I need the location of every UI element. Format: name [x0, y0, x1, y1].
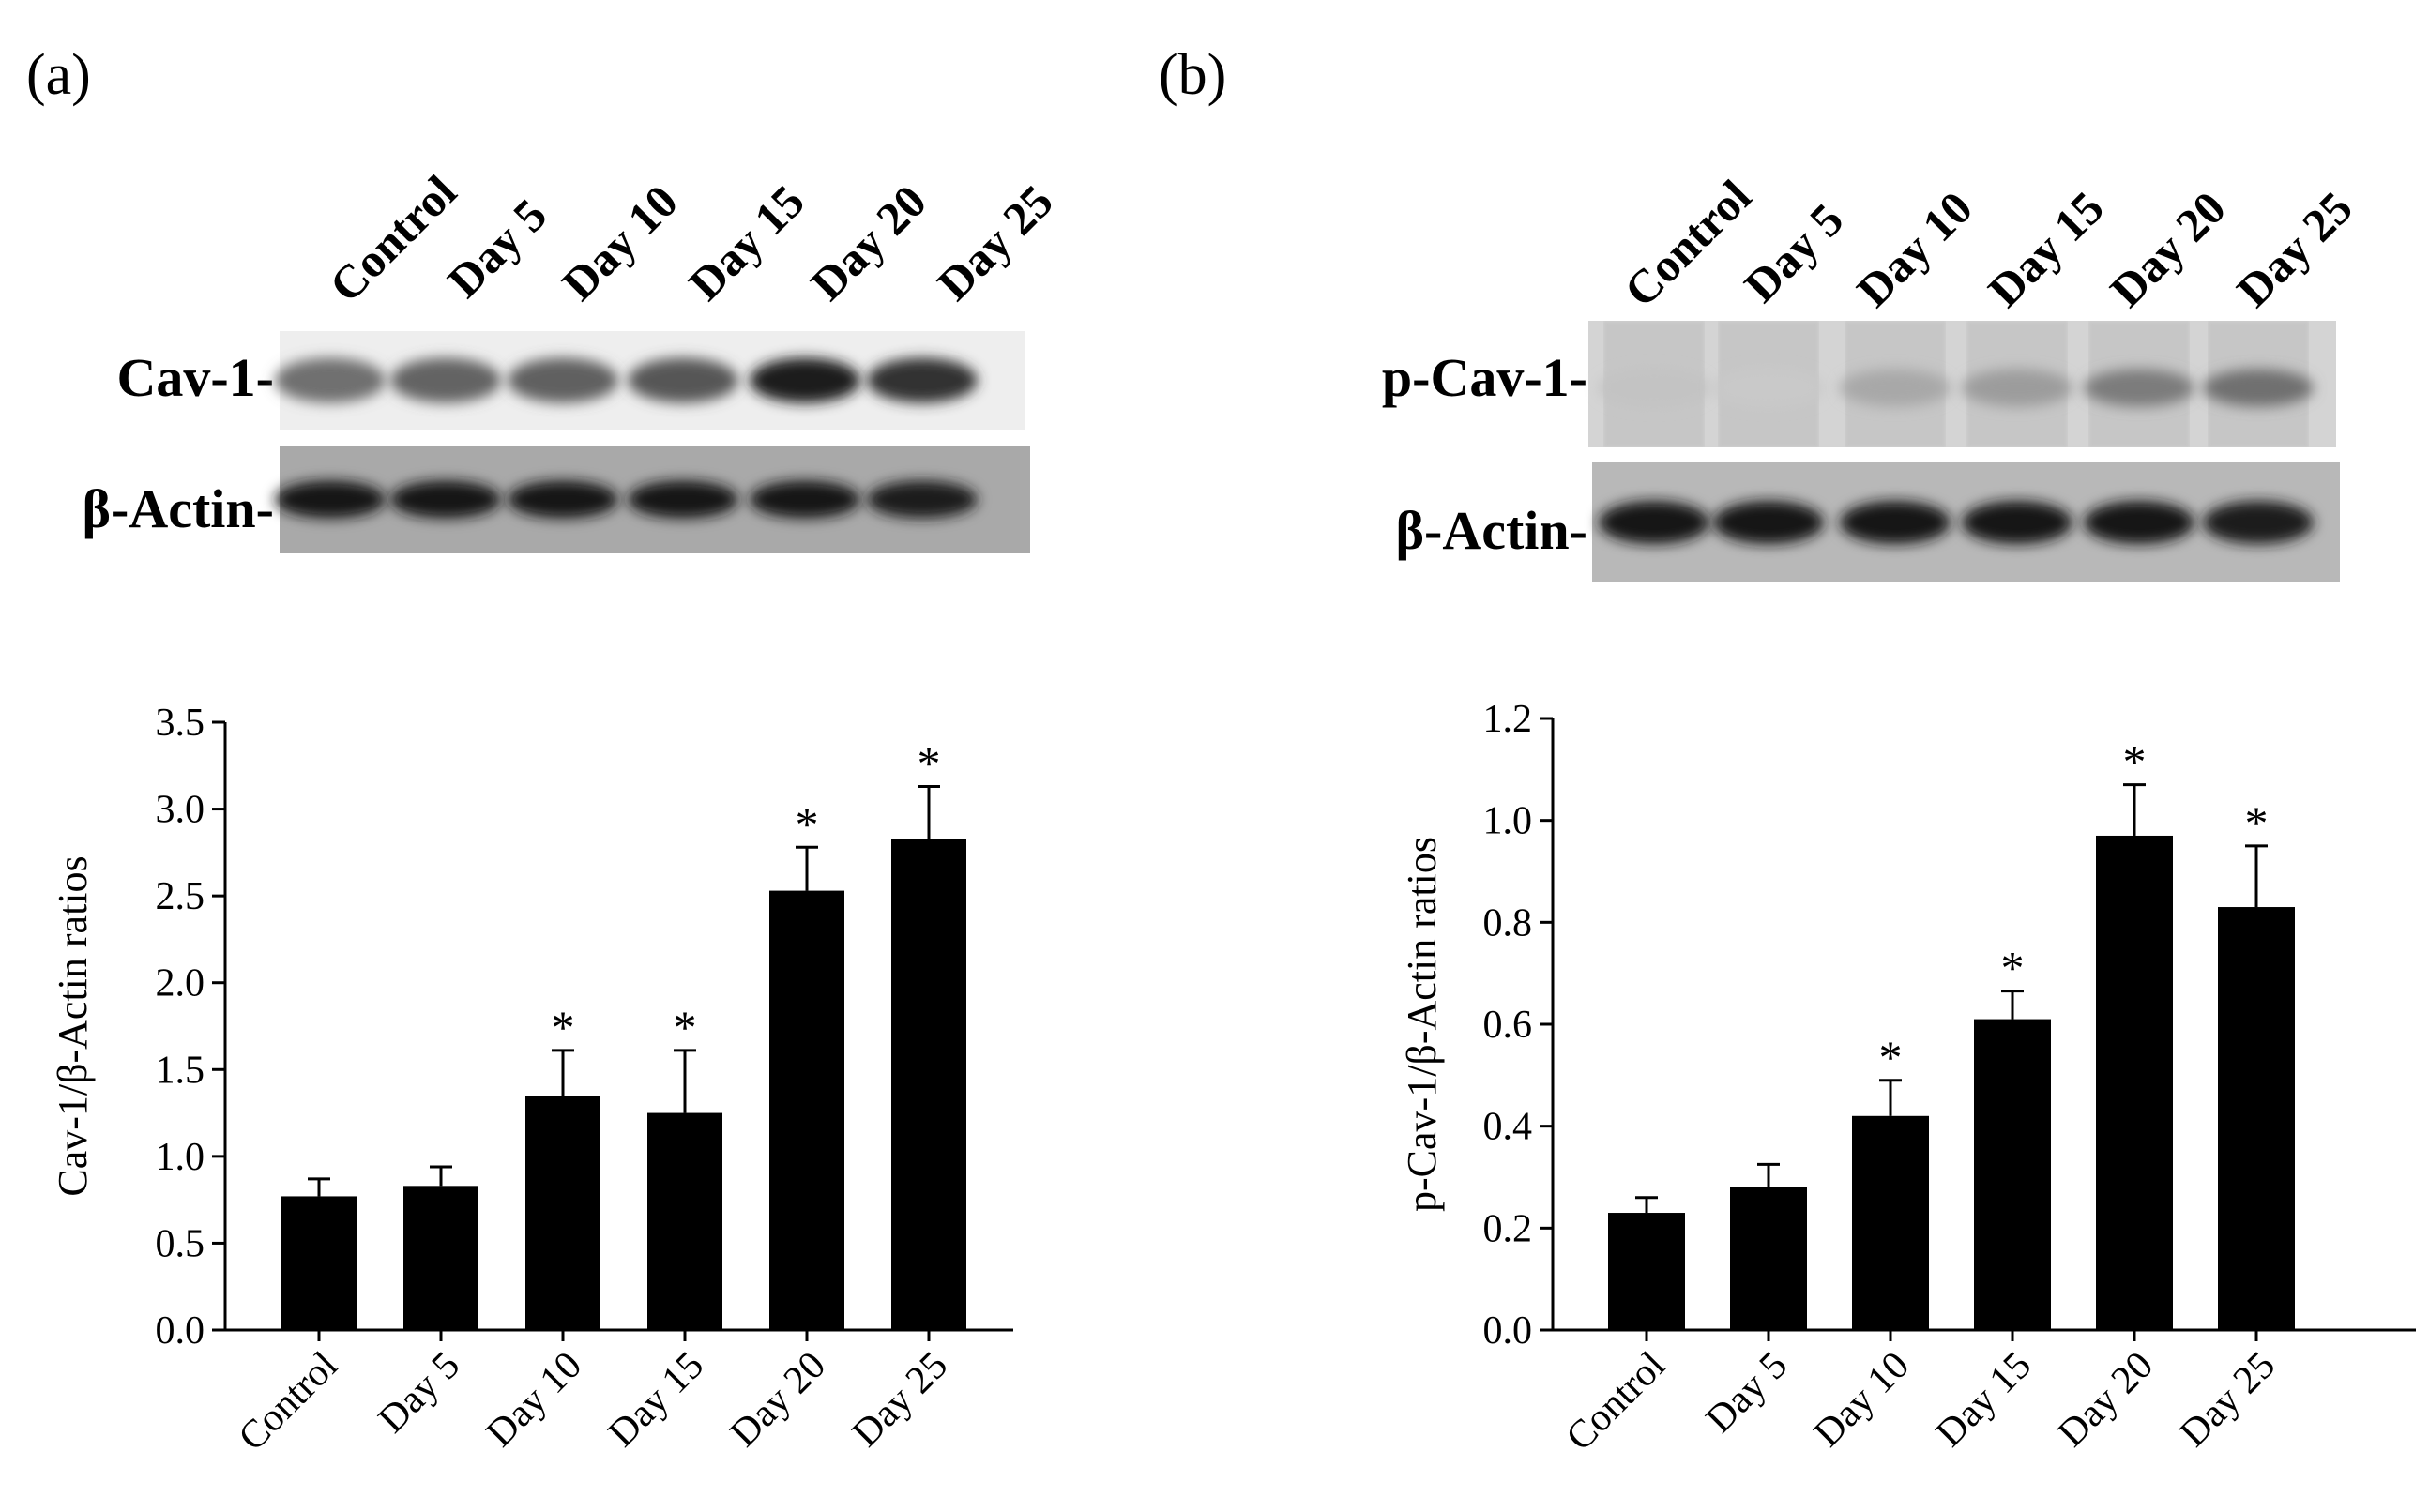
- panel-a-letter: (a): [26, 43, 91, 107]
- panel-a-bar: [281, 1196, 357, 1330]
- panel-b-western-blot: [1588, 321, 2340, 582]
- panel-a-significance-marker: *: [796, 797, 819, 850]
- panel-a-bar: [891, 839, 966, 1330]
- panel-b-blot-band: [1713, 369, 1824, 407]
- panel-b-lane-label: Day 20: [2100, 181, 2236, 317]
- panel-b-significance-marker: *: [2123, 735, 2147, 788]
- panel-b-bar: [1852, 1115, 1929, 1330]
- panel-a-blot-band: [628, 357, 738, 403]
- panel-b-blot-band: [2203, 369, 2314, 407]
- panel-a-blot-band: [508, 357, 618, 403]
- panel-a-x-tick-label: Control: [231, 1344, 346, 1459]
- panel-a-significance-marker: *: [674, 1001, 697, 1053]
- panel-b-x-tick-label: Day 5: [1698, 1344, 1796, 1442]
- panel-a-blot-row-label: β-Actin-: [82, 478, 274, 539]
- panel-b-y-tick-label: 1.2: [1483, 698, 1533, 741]
- panel-a-bar: [403, 1186, 478, 1330]
- panel-b-lane-label: Control: [1614, 170, 1761, 317]
- panel-b-significance-marker: *: [2001, 942, 2025, 994]
- panel-a-x-tick-label: Day 15: [600, 1344, 712, 1456]
- panel-a-y-tick-label: 1.5: [156, 1049, 205, 1092]
- panel-a-y-tick-label: 3.0: [156, 789, 205, 832]
- panel-a-x-tick-label: Day 20: [722, 1344, 834, 1456]
- panel-b-x-tick-label: Day 10: [1806, 1344, 1918, 1456]
- panel-b-bar: [1974, 1019, 2051, 1330]
- panel-b-blot-row-label: β-Actin-: [1395, 500, 1587, 561]
- panel-a-blot-band: [390, 480, 501, 519]
- panel-b-blot-row-label: p-Cav-1-: [1382, 347, 1587, 408]
- panel-a-blot-row-label: Cav-1-: [116, 347, 274, 408]
- panel-b-blot-band: [2084, 501, 2194, 544]
- panel-a-y-tick-label: 0.5: [156, 1222, 205, 1265]
- panel-a-significance-marker: *: [552, 1001, 575, 1053]
- panel-a-y-tick-label: 3.5: [156, 702, 205, 745]
- panel-a-western-blot: [275, 331, 1030, 553]
- panel-b-x-tick-label: Day 15: [1928, 1344, 2040, 1456]
- panel-b-y-tick-label: 1.0: [1483, 800, 1533, 843]
- panel-b-significance-marker: *: [1879, 1031, 1903, 1083]
- panel-b-blot-band: [2084, 369, 2194, 407]
- panel-a-blot-band: [867, 480, 978, 519]
- panel-b-y-tick-label: 0.4: [1483, 1106, 1533, 1149]
- panel-b-y-tick-label: 0.0: [1483, 1309, 1533, 1353]
- panel-a-blot-band: [275, 357, 386, 403]
- panel-a-lane-label: Control: [319, 165, 466, 312]
- panel-a-lane-labels: Control Day 5 Day 10 Day 15 Day 20 Day 2…: [319, 165, 1063, 312]
- panel-a: (a) Control Day 5 Day 10 Day 15 Day 20 D…: [26, 43, 1063, 1459]
- panel-b-blot-band: [1599, 501, 1709, 544]
- panel-a-y-axis-title: Cav-1/β-Actin ratios: [50, 855, 96, 1196]
- panel-b-blot-band: [1962, 369, 2072, 407]
- panel-b-bar: [1730, 1187, 1807, 1330]
- panel-b-blot-band: [2203, 501, 2314, 544]
- panel-b-blot-band: [1599, 369, 1709, 407]
- panel-b-lane-label: Day 10: [1846, 181, 1982, 317]
- panel-b-y-axis-title: p-Cav-1/β-Actin ratios: [1399, 837, 1445, 1212]
- panel-a-blot-band: [628, 480, 738, 519]
- panel-b-significance-marker: *: [2245, 796, 2269, 849]
- panel-a-x-tick-label: Day 10: [478, 1344, 590, 1456]
- panel-a-lane-label: Day 20: [800, 174, 936, 310]
- panel-a-bar: [769, 890, 844, 1330]
- panel-a-y-tick-label: 2.0: [156, 962, 205, 1005]
- panel-b-bar-chart: 0.0 0.2 0.4 0.6 0.8 1.0 1.2 p-Cav-1/β-Actin rat…: [1399, 698, 2416, 1459]
- panel-b-y-tick-label: 0.8: [1483, 901, 1533, 945]
- panel-a-lane-label: Day 10: [552, 174, 688, 310]
- panel-a-y-tick-label: 1.0: [156, 1136, 205, 1179]
- panel-b-letter: (b): [1159, 43, 1226, 107]
- panel-a-blot-band: [508, 480, 618, 519]
- panel-b-y-tick-label: 0.6: [1483, 1004, 1533, 1047]
- panel-b-lane-label: Day 15: [1978, 181, 2114, 317]
- panel-b-lane-labels: Control Day 5 Day 10 Day 15 Day 20 Day 2…: [1614, 170, 2362, 317]
- panel-a-blot-band: [750, 357, 860, 403]
- panel-b-x-tick-label: Control: [1558, 1344, 1674, 1459]
- panel-b-lane-label: Day 25: [2226, 181, 2362, 317]
- panel-b-blot-band: [1962, 501, 2072, 544]
- panel-b-blot-band: [1840, 369, 1951, 407]
- panel-b-blot-band: [1840, 501, 1951, 544]
- panel-a-blot-band: [390, 357, 501, 403]
- panel-a-blot-band: [750, 480, 860, 519]
- panel-b-x-tick-label: Day 25: [2172, 1344, 2284, 1456]
- panel-a-x-tick-label: Day 5: [371, 1344, 468, 1442]
- panel-b-bar: [1608, 1213, 1685, 1330]
- panel-a-y-tick-label: 2.5: [156, 875, 205, 918]
- panel-a-y-tick-label: 0.0: [156, 1309, 205, 1353]
- panel-a-lane-label: Day 25: [927, 174, 1063, 310]
- panel-a-blot-band: [275, 480, 386, 519]
- panel-a-lane-label: Day 15: [678, 174, 814, 310]
- panel-b-x-tick-label: Day 20: [2050, 1344, 2162, 1456]
- panel-a-bar-chart: 0.0 0.5 1.0 1.5 2.0 2.5 3.0 3.5 Cav-1/β-Actin ra…: [50, 702, 1013, 1459]
- panel-a-x-tick-label: Day 25: [844, 1344, 956, 1456]
- panel-a-blot-band: [867, 357, 978, 403]
- panel-b-bar: [2096, 835, 2173, 1330]
- panel-b-blot-band: [1713, 501, 1824, 544]
- panel-b-bar: [2218, 907, 2295, 1330]
- panel-a-bar: [647, 1112, 722, 1330]
- panel-b-y-tick-label: 0.2: [1483, 1207, 1533, 1250]
- panel-a-significance-marker: *: [918, 737, 941, 790]
- panel-a-bar: [525, 1096, 600, 1330]
- panel-b: (b) Control Day 5 Day 10 Day 15 Day 20 D…: [1159, 43, 2416, 1459]
